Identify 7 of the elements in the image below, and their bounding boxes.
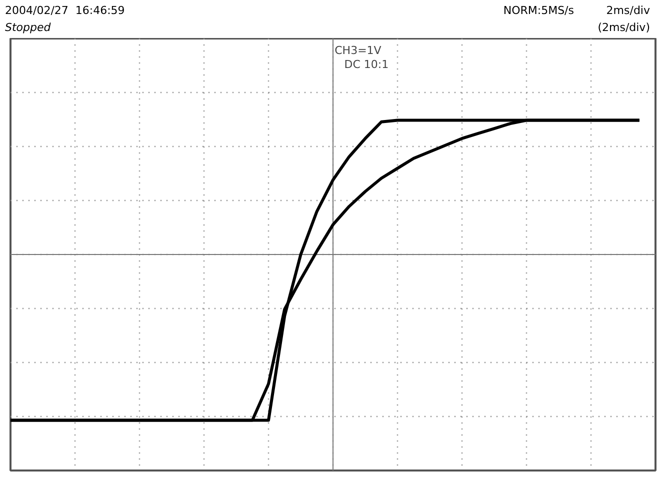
text: 2004/02/27 16:46:59: [5, 3, 125, 19]
text: 2ms/div: [606, 3, 650, 19]
text: DC 10:1: [344, 58, 389, 71]
text: NORM:5MS/s: [503, 3, 574, 19]
text: Stopped: [5, 20, 51, 36]
text: CH3=1V: [334, 44, 382, 57]
text: (2ms/div): [598, 20, 650, 36]
